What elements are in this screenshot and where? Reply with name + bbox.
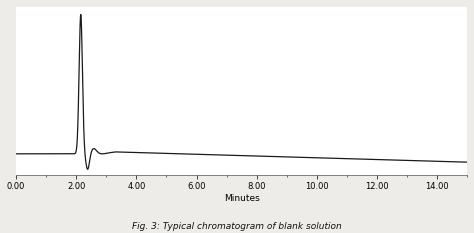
X-axis label: Minutes: Minutes (224, 194, 259, 203)
Text: Fig. 3: Typical chromatogram of blank solution: Fig. 3: Typical chromatogram of blank so… (132, 222, 342, 231)
